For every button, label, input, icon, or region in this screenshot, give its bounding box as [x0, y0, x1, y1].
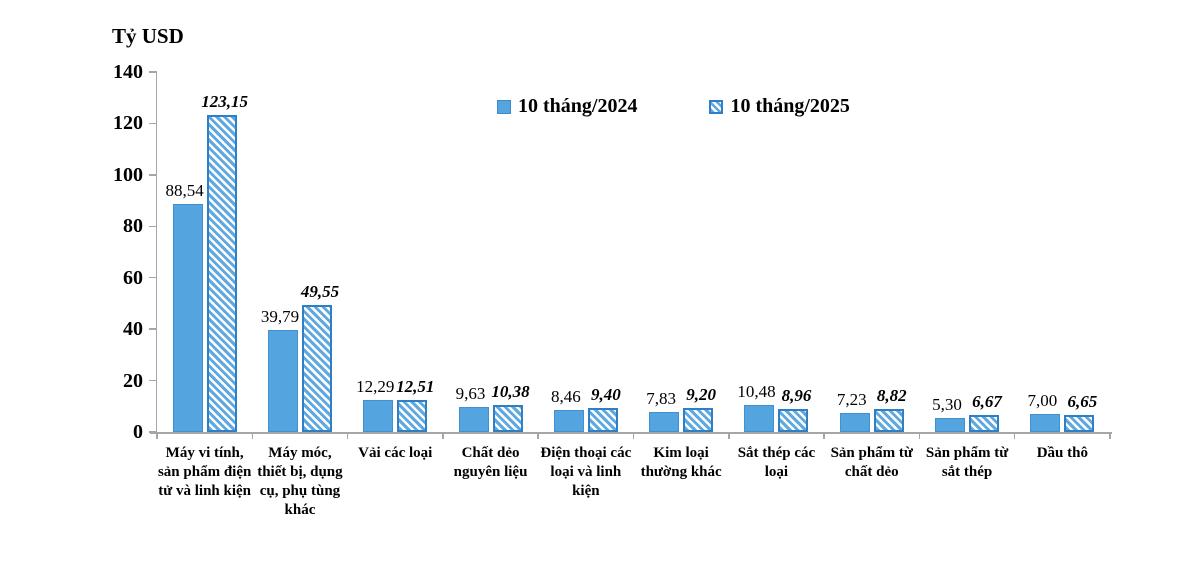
y-tick-mark — [149, 225, 157, 228]
bar-2024 — [744, 405, 775, 432]
category-label: Sắt thép các loại — [737, 445, 816, 480]
x-tick-mark — [346, 432, 349, 439]
value-label-2024: 88,54 — [165, 181, 204, 201]
x-axis-line — [150, 432, 1112, 434]
category-label: Chất dẻo nguyên liệu — [453, 445, 528, 480]
x-tick-mark — [632, 432, 635, 439]
bar-2024 — [553, 410, 584, 432]
x-tick-mark — [918, 432, 921, 439]
legend-label-2024: 10 tháng/2024 — [518, 95, 638, 117]
y-axis-line — [155, 72, 157, 432]
y-tick-label: 80 — [123, 215, 143, 238]
legend-item-2025: 10 tháng/2025 — [709, 95, 850, 118]
y-tick-mark — [149, 276, 157, 279]
bar-2024 — [363, 400, 394, 432]
x-tick-mark — [537, 432, 539, 439]
value-label-2025: 8,96 — [781, 385, 812, 405]
x-tick-mark — [156, 432, 158, 439]
legend: 10 tháng/2024 10 tháng/2025 — [497, 95, 850, 118]
y-tick-label: 20 — [123, 369, 143, 392]
bar-2025 — [492, 405, 523, 432]
value-label-2024: 9,63 — [455, 384, 486, 404]
bar-2024 — [458, 407, 489, 432]
bar-2024 — [172, 204, 203, 432]
y-tick-label: 0 — [133, 421, 143, 443]
bar-2024 — [649, 411, 680, 432]
y-tick-mark — [149, 71, 157, 73]
category-label: Máy móc, thiết bị, dụng cụ, phụ tùng khá… — [257, 445, 343, 518]
value-label-2024: 5,30 — [932, 395, 962, 415]
y-tick-mark — [149, 122, 157, 125]
category-label: Sản phẩm từ sắt thép — [925, 445, 1009, 480]
legend-item-2024: 10 tháng/2024 — [497, 95, 637, 118]
value-label-2024: 7,00 — [1027, 391, 1058, 410]
y-tick-label: 60 — [123, 266, 143, 289]
value-label-2025: 9,20 — [686, 385, 717, 405]
bar-2024 — [839, 413, 870, 432]
value-label-2025: 12,51 — [396, 376, 435, 396]
value-label-2025: 9,40 — [590, 384, 621, 404]
value-label-2024: 7,83 — [646, 388, 677, 408]
bar-2025 — [778, 408, 809, 432]
category-label: Máy vi tính, sản phẩm điện tử và linh ki… — [157, 445, 252, 499]
value-label-2025: 10,38 — [491, 382, 530, 402]
category-label: Điện thoại các loại và linh kiện — [540, 445, 632, 499]
bar-2025 — [683, 408, 714, 432]
value-label-2024: 7,23 — [836, 390, 867, 410]
category-label: Dầu thô — [1036, 445, 1088, 461]
legend-swatch-solid-icon — [497, 99, 511, 114]
value-label-2024: 39,79 — [260, 306, 300, 326]
category-label: Kim loại thường khác — [640, 445, 722, 480]
bar-2025 — [206, 115, 237, 432]
value-label-2025: 49,55 — [300, 281, 340, 301]
y-axis-title: Tỷ USD — [112, 24, 184, 48]
legend-swatch-hatched-icon — [709, 99, 724, 114]
y-tick-mark — [149, 328, 157, 330]
value-label-2025: 123,15 — [201, 92, 249, 112]
y-tick-label: 100 — [113, 163, 143, 186]
bar-2024 — [1030, 414, 1061, 432]
bar-2025 — [873, 409, 904, 432]
x-tick-mark — [442, 432, 444, 439]
y-tick-label: 40 — [123, 318, 143, 341]
y-tick-mark — [149, 379, 157, 382]
x-tick-mark — [251, 432, 254, 439]
legend-label-2025: 10 tháng/2025 — [730, 95, 850, 117]
value-label-2025: 6,65 — [1067, 391, 1098, 411]
y-tick-mark — [149, 431, 157, 433]
value-label-2024: 12,29 — [356, 377, 395, 397]
bar-2025 — [301, 304, 332, 432]
bar-2025 — [969, 414, 1000, 432]
bar-2025 — [587, 407, 618, 432]
y-tick-label: 140 — [113, 61, 143, 83]
bar-2024 — [935, 418, 966, 432]
value-label-2025: 6,67 — [972, 391, 1002, 411]
value-label-2025: 8,82 — [876, 386, 907, 406]
x-tick-mark — [1013, 432, 1016, 439]
y-tick-mark — [149, 174, 157, 176]
value-label-2024: 10,48 — [737, 382, 776, 402]
bar-2025 — [397, 399, 428, 432]
bar-2025 — [1064, 414, 1095, 432]
x-tick-mark — [728, 432, 730, 439]
category-label: Sản phẩm từ chất dẻo — [830, 445, 913, 480]
value-label-2024: 8,46 — [550, 387, 581, 407]
x-tick-mark — [823, 432, 825, 439]
x-tick-mark — [1109, 432, 1111, 439]
category-label: Vải các loại — [358, 445, 433, 461]
y-tick-label: 120 — [113, 112, 143, 135]
bar-2024 — [267, 329, 298, 432]
